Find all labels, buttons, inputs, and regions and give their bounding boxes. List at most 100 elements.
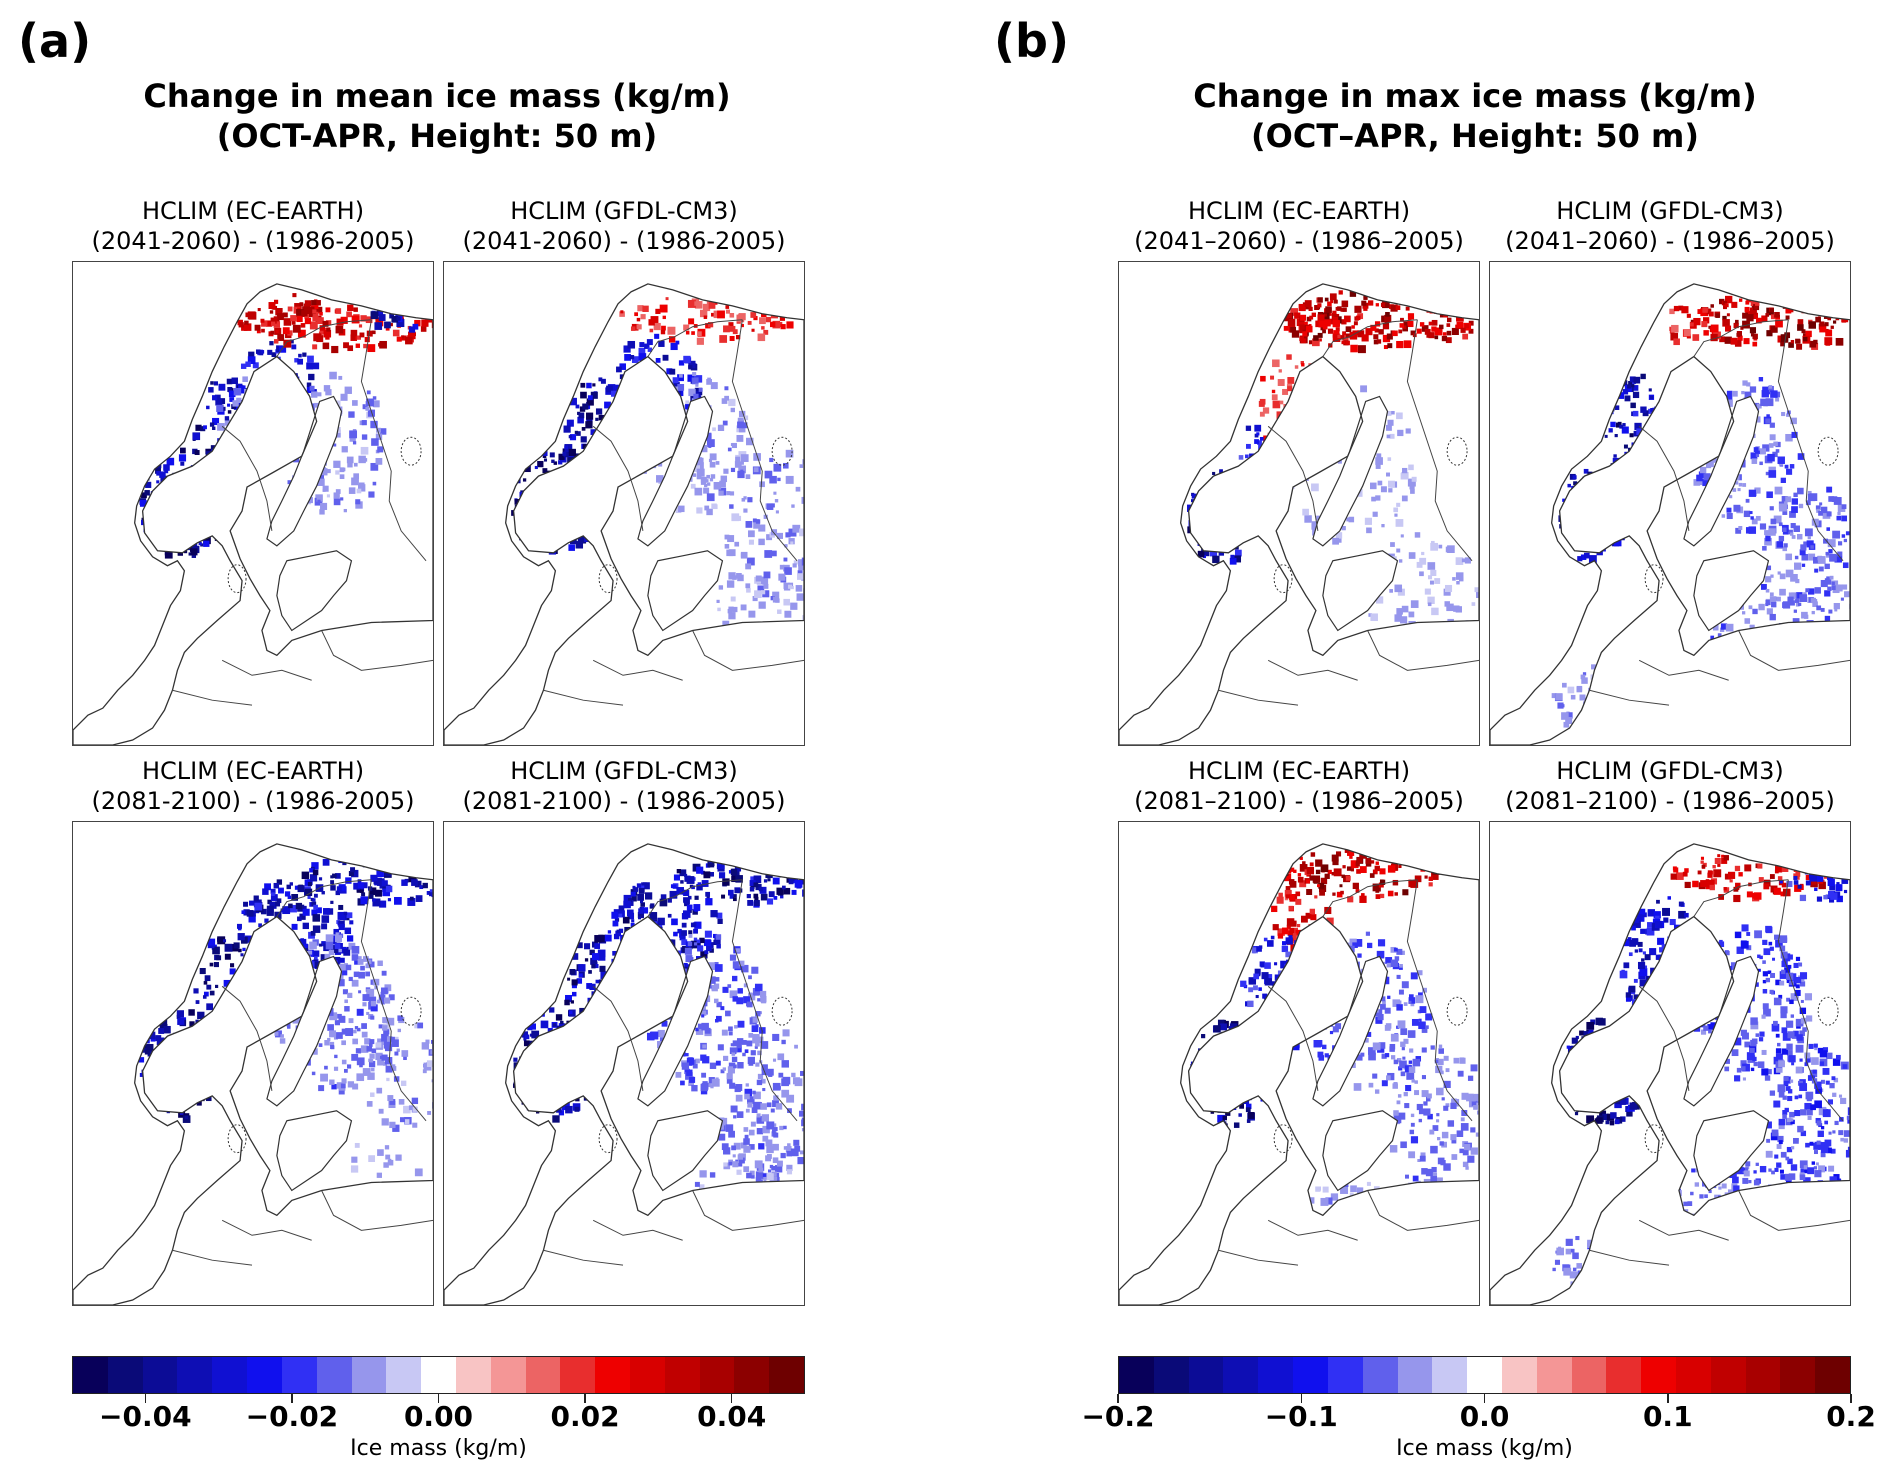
increase-cell xyxy=(1467,311,1471,316)
decrease-cell xyxy=(590,1064,596,1070)
decrease-cell xyxy=(352,400,358,406)
lake-outline xyxy=(598,1124,618,1154)
increase-cell xyxy=(299,302,304,307)
decrease-cell xyxy=(204,1092,210,1098)
decrease-cell xyxy=(362,956,369,962)
decrease-cell xyxy=(349,435,356,442)
decrease-cell xyxy=(600,378,606,384)
decrease-cell xyxy=(1322,734,1328,740)
decrease-cell xyxy=(730,443,734,447)
decrease-cell xyxy=(289,939,294,944)
decrease-cell xyxy=(630,922,635,927)
decrease-cell xyxy=(412,1122,418,1128)
decrease-cell xyxy=(366,988,375,997)
decrease-cell xyxy=(633,384,640,390)
decrease-cell xyxy=(1251,483,1257,488)
decrease-cell xyxy=(687,895,692,900)
decrease-cell xyxy=(426,1060,433,1067)
increase-cell xyxy=(1397,292,1405,300)
increase-cell xyxy=(1299,324,1305,330)
decrease-cell xyxy=(1738,482,1743,487)
decrease-cell xyxy=(1246,462,1252,468)
decrease-cell xyxy=(691,885,695,890)
decrease-cell xyxy=(1203,555,1207,559)
decrease-cell xyxy=(221,446,228,453)
decrease-cell xyxy=(356,1057,365,1066)
decrease-cell xyxy=(1407,674,1414,681)
decrease-cell xyxy=(702,1044,707,1049)
decrease-cell xyxy=(724,395,730,401)
decrease-cell xyxy=(738,960,745,967)
decrease-cell xyxy=(658,933,664,939)
decrease-cell xyxy=(1222,541,1227,545)
decrease-cell xyxy=(305,982,310,987)
decrease-cell xyxy=(1620,500,1628,508)
baltic-sea xyxy=(647,550,724,632)
increase-cell xyxy=(708,302,716,309)
decrease-cell xyxy=(1826,511,1832,517)
decrease-cell xyxy=(520,1071,524,1075)
decrease-cell xyxy=(1834,554,1843,563)
decrease-cell xyxy=(250,941,258,948)
decrease-cell xyxy=(1763,680,1769,686)
decrease-cell xyxy=(1799,594,1808,602)
decrease-cell xyxy=(397,1015,403,1021)
increase-cell xyxy=(1825,329,1833,337)
increase-cell xyxy=(1414,301,1419,306)
decrease-cell xyxy=(638,434,643,438)
decrease-cell xyxy=(316,495,323,502)
increase-cell xyxy=(668,336,676,343)
decrease-cell xyxy=(1837,541,1843,546)
decrease-cell xyxy=(1591,508,1599,516)
country-border xyxy=(360,879,427,1122)
decrease-cell xyxy=(150,1036,156,1042)
decrease-cell xyxy=(548,1066,555,1074)
decrease-cell xyxy=(1434,578,1441,584)
subplot-b3-model: HCLIM (EC-EARTH) xyxy=(1187,757,1411,785)
decrease-cell xyxy=(1341,694,1350,702)
decrease-cell xyxy=(202,995,207,999)
decrease-cell xyxy=(1798,627,1802,631)
decrease-cell xyxy=(281,383,286,388)
decrease-cell xyxy=(1234,549,1242,557)
decrease-cell xyxy=(1385,680,1389,685)
decrease-cell xyxy=(388,994,395,1001)
decrease-cell xyxy=(1765,588,1770,593)
decrease-cell xyxy=(1640,406,1647,413)
decrease-cell xyxy=(225,1063,230,1068)
decrease-cell xyxy=(642,941,647,946)
decrease-cell xyxy=(222,521,228,526)
decrease-cell xyxy=(1801,553,1809,561)
decrease-cell xyxy=(618,928,624,933)
decrease-cell xyxy=(787,1108,792,1113)
decrease-cell xyxy=(599,1042,605,1048)
decrease-cell xyxy=(301,871,310,880)
decrease-cell xyxy=(333,460,341,468)
decrease-cell xyxy=(185,1070,192,1078)
decrease-cell xyxy=(670,430,678,439)
decrease-cell xyxy=(173,1105,180,1112)
decrease-cell xyxy=(1439,637,1444,643)
decrease-cell xyxy=(1395,711,1402,718)
decrease-cell xyxy=(729,1197,736,1204)
decrease-cell xyxy=(1247,518,1255,526)
decrease-cell xyxy=(1784,464,1789,469)
increase-cell xyxy=(1445,305,1454,314)
decrease-cell xyxy=(782,1076,791,1085)
decrease-cell xyxy=(1283,477,1289,482)
decrease-cell xyxy=(773,1132,779,1138)
decrease-cell xyxy=(1349,672,1355,678)
decrease-cell xyxy=(1824,590,1831,597)
decrease-cell xyxy=(1320,451,1324,456)
decrease-cell xyxy=(215,486,224,495)
map-svg xyxy=(73,843,433,1305)
decrease-cell xyxy=(696,1295,701,1299)
decrease-cell xyxy=(286,434,295,443)
increase-cell xyxy=(401,335,405,339)
decrease-cell xyxy=(1777,456,1785,464)
decrease-cell xyxy=(727,608,732,614)
decrease-cell xyxy=(338,1088,345,1095)
decrease-cell xyxy=(158,1028,165,1034)
decrease-cell xyxy=(529,488,536,496)
decrease-cell xyxy=(271,892,275,896)
